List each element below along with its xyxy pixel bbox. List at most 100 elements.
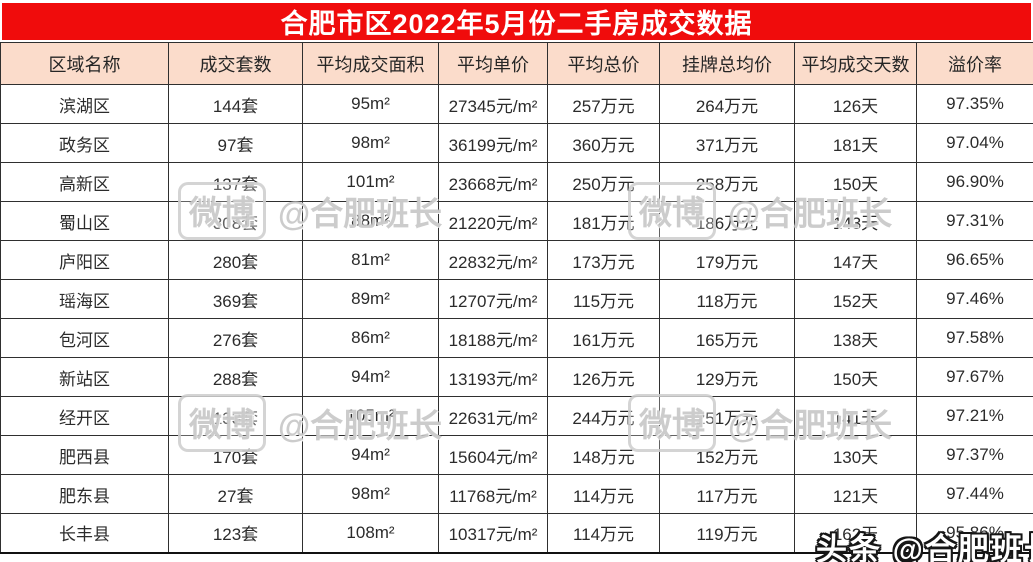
value-cell: 280套 [168,240,303,280]
value-cell: 108m² [302,513,439,554]
value-cell: 22832元/m² [438,240,548,280]
value-cell: 97.46% [916,279,1033,319]
value-cell: 97.37% [916,435,1033,475]
value-cell: 96.90% [916,162,1033,202]
value-cell: 81m² [302,240,439,280]
table-row: 瑶海区 369套 89m² 12707元/m² 115万元 118万元 152天 97.46% [0,279,1033,319]
value-cell: 105m² [302,396,439,436]
value-cell: 22631元/m² [438,396,548,436]
value-cell: 186万元 [659,201,795,241]
district-name-cell: 长丰县 [0,513,169,554]
value-cell: 360万元 [547,123,660,163]
district-name-cell: 肥东县 [0,474,169,514]
value-cell: 86m² [302,318,439,358]
housing-data-table: 区域名称 成交套数 平均成交面积 平均单价 平均总价 挂牌总均价 平均成交天数 溢价率 滨湖区… [0,42,1033,554]
column-header: 溢价率 [916,42,1033,85]
value-cell: 179万元 [659,240,795,280]
table-row: 肥东县 27套 98m² 11768元/m² 114万元 117万元 121天 97.44% [0,474,1033,514]
value-cell: 13193元/m² [438,357,548,397]
table-row: 蜀山区 308套 88m² 21220元/m² 181万元 186万元 143天 97.31% [0,201,1033,241]
district-name-cell: 政务区 [0,123,169,163]
value-cell: 181万元 [547,201,660,241]
value-cell: 250万元 [547,162,660,202]
table-row: 肥西县 170套 94m² 15604元/m² 148万元 152万元 130天 97.37% [0,435,1033,475]
value-cell: 94m² [302,435,439,475]
value-cell: 173万元 [547,240,660,280]
value-cell: 95.86% [916,513,1033,554]
value-cell: 97.31% [916,201,1033,241]
value-cell: 27套 [168,474,303,514]
district-name-cell: 包河区 [0,318,169,358]
value-cell: 123套 [168,513,303,554]
table-row: 滨湖区 144套 95m² 27345元/m² 257万元 264万元 126天 97.35% [0,84,1033,124]
value-cell: 23668元/m² [438,162,548,202]
value-cell: 119万元 [659,513,795,554]
value-cell: 369套 [168,279,303,319]
value-cell: 94m² [302,357,439,397]
value-cell: 264万元 [659,84,795,124]
column-header: 平均单价 [438,42,548,85]
value-cell: 308套 [168,201,303,241]
value-cell: 251万元 [659,396,795,436]
value-cell: 27345元/m² [438,84,548,124]
value-cell: 89m² [302,279,439,319]
value-cell: 150天 [794,162,917,202]
table-row: 经开区 133套 105m² 22631元/m² 244万元 251万元 141天 97.21… [0,396,1033,436]
value-cell: 141天 [794,396,917,436]
district-name-cell: 肥西县 [0,435,169,475]
table-row: 高新区 137套 101m² 23668元/m² 250万元 258万元 150天 96.90… [0,162,1033,202]
value-cell: 114万元 [547,513,660,554]
value-cell: 10317元/m² [438,513,548,554]
value-cell: 21220元/m² [438,201,548,241]
column-header: 挂牌总均价 [659,42,795,85]
value-cell: 133套 [168,396,303,436]
value-cell: 97.35% [916,84,1033,124]
value-cell: 152天 [794,279,917,319]
value-cell: 138天 [794,318,917,358]
value-cell: 181天 [794,123,917,163]
value-cell: 165万元 [659,318,795,358]
value-cell: 162天 [794,513,917,554]
value-cell: 97.21% [916,396,1033,436]
value-cell: 97.58% [916,318,1033,358]
district-name-cell: 滨湖区 [0,84,169,124]
value-cell: 161万元 [547,318,660,358]
value-cell: 115万元 [547,279,660,319]
district-name-cell: 高新区 [0,162,169,202]
district-name-cell: 新站区 [0,357,169,397]
value-cell: 152万元 [659,435,795,475]
value-cell: 170套 [168,435,303,475]
table-row: 庐阳区 280套 81m² 22832元/m² 173万元 179万元 147天 96.65% [0,240,1033,280]
value-cell: 258万元 [659,162,795,202]
page-title: 合肥市区2022年5月份二手房成交数据 [2,3,1031,40]
value-cell: 129万元 [659,357,795,397]
value-cell: 36199元/m² [438,123,548,163]
value-cell: 88m² [302,201,439,241]
value-cell: 137套 [168,162,303,202]
value-cell: 95m² [302,84,439,124]
value-cell: 288套 [168,357,303,397]
value-cell: 257万元 [547,84,660,124]
district-name-cell: 庐阳区 [0,240,169,280]
value-cell: 148万元 [547,435,660,475]
value-cell: 97.67% [916,357,1033,397]
value-cell: 126万元 [547,357,660,397]
value-cell: 276套 [168,318,303,358]
value-cell: 15604元/m² [438,435,548,475]
value-cell: 147天 [794,240,917,280]
district-name-cell: 瑶海区 [0,279,169,319]
value-cell: 143天 [794,201,917,241]
table-row: 新站区 288套 94m² 13193元/m² 126万元 129万元 150天 97.67% [0,357,1033,397]
value-cell: 98m² [302,123,439,163]
value-cell: 117万元 [659,474,795,514]
district-name-cell: 经开区 [0,396,169,436]
district-name-cell: 蜀山区 [0,201,169,241]
value-cell: 98m² [302,474,439,514]
table-row: 长丰县 123套 108m² 10317元/m² 114万元 119万元 162天 95.86… [0,513,1033,554]
value-cell: 130天 [794,435,917,475]
value-cell: 11768元/m² [438,474,548,514]
value-cell: 101m² [302,162,439,202]
value-cell: 121天 [794,474,917,514]
value-cell: 371万元 [659,123,795,163]
